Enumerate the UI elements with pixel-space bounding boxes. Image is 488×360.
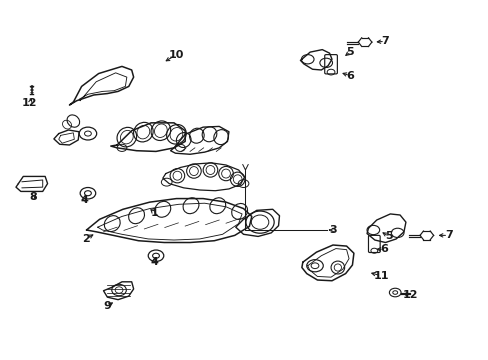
Text: 5: 5: [346, 47, 354, 57]
Text: 8: 8: [29, 192, 37, 202]
Text: 5: 5: [385, 231, 392, 242]
Text: 12: 12: [402, 290, 418, 300]
Text: 1: 1: [150, 208, 158, 218]
Text: 9: 9: [103, 301, 111, 311]
Text: 11: 11: [373, 271, 388, 281]
Text: 6: 6: [346, 71, 354, 81]
Text: 6: 6: [380, 244, 387, 254]
Text: 4: 4: [80, 195, 88, 204]
Text: 4: 4: [150, 257, 158, 267]
Text: 10: 10: [168, 50, 184, 60]
Text: 3: 3: [328, 225, 336, 235]
Text: 12: 12: [22, 98, 37, 108]
Text: 7: 7: [444, 230, 452, 240]
Text: 7: 7: [381, 36, 388, 46]
Text: 2: 2: [81, 234, 89, 244]
